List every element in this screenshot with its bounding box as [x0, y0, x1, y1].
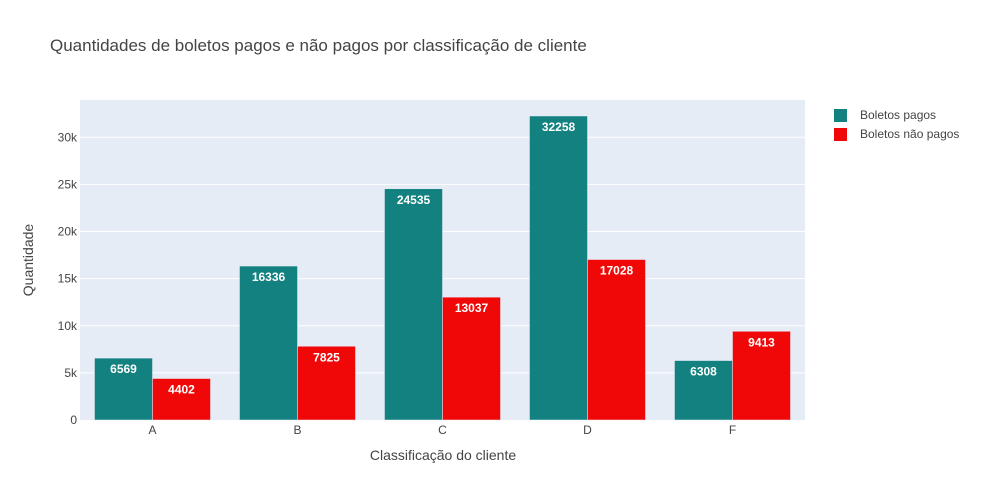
bar-value-label: 24535 [397, 193, 431, 207]
bar-labels: 6569 4402 16336 7825 24535 13037 32258 17028 630… [110, 120, 775, 397]
bar-value-label: 32258 [542, 120, 576, 134]
x-tick-label: B [293, 423, 301, 437]
legend-swatch[interactable] [834, 128, 847, 141]
bar-value-label: 6308 [690, 365, 717, 379]
bar-value-label: 4402 [168, 383, 195, 397]
x-tick-label: C [438, 423, 447, 437]
legend-label[interactable]: Boletos não pagos [860, 127, 959, 141]
y-axis-title: Quantidade [20, 224, 36, 297]
bar[interactable] [297, 346, 356, 421]
legend-label[interactable]: Boletos pagos [860, 108, 936, 122]
y-tick-label: 5k [64, 366, 78, 380]
bar-value-label: 7825 [313, 350, 340, 364]
y-tick-label: 20k [58, 225, 78, 239]
y-axis-ticks: 0 5k 10k 15k 20k 25k 30k [58, 130, 78, 427]
bar[interactable] [529, 115, 588, 421]
bar-value-label: 16336 [252, 270, 286, 284]
x-axis-title: Classificação do cliente [370, 447, 517, 463]
y-tick-label: 15k [58, 272, 78, 286]
chart-title: Quantidades de boletos pagos e não pagos… [50, 36, 587, 55]
bar-value-label: 13037 [455, 301, 489, 315]
bar-value-label: 6569 [110, 362, 137, 376]
bar-value-label: 17028 [600, 264, 634, 278]
bar[interactable] [442, 296, 501, 421]
x-tick-label: F [729, 423, 736, 437]
bar[interactable] [384, 188, 443, 421]
bar[interactable] [587, 259, 646, 421]
bar[interactable] [152, 378, 211, 421]
y-tick-label: 0 [70, 413, 77, 427]
legend-swatch[interactable] [834, 109, 847, 122]
y-tick-label: 25k [58, 177, 78, 191]
bars [94, 115, 791, 421]
x-tick-label: D [583, 423, 592, 437]
y-tick-label: 30k [58, 130, 78, 144]
legend[interactable]: Boletos pagos Boletos não pagos [834, 108, 959, 141]
bar[interactable] [239, 265, 298, 421]
bar[interactable] [732, 331, 791, 421]
y-tick-label: 10k [58, 319, 78, 333]
bar-value-label: 9413 [748, 335, 775, 349]
x-tick-label: A [148, 423, 156, 437]
bar[interactable] [674, 360, 733, 421]
